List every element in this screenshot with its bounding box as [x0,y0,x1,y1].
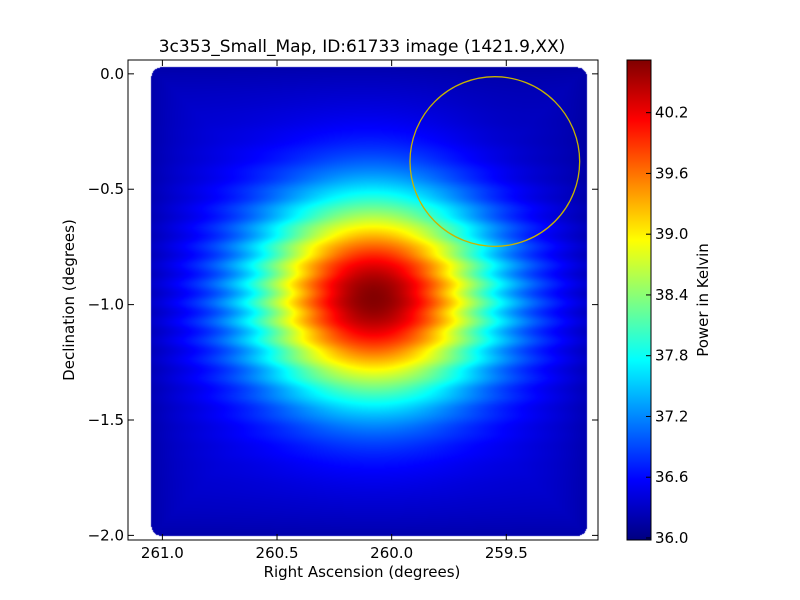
x-tick-label: 261.0 [141,544,184,562]
y-axis: 0.0 −0.5 −1.0 −1.5 −2.0 [88,65,598,544]
reference-circle [409,76,581,248]
plot-area [127,59,599,541]
x-tick-label: 259.5 [485,544,528,562]
y-tick-label: −1.5 [88,411,124,429]
colorbar-label: Power in Kelvin [694,243,712,357]
colorbar-tick-label: 39.6 [655,164,688,182]
x-tick-label: 260.0 [370,544,413,562]
y-tick-label: −1.0 [88,296,124,314]
plot-frame [127,59,599,541]
x-axis: 261.0 260.5 260.0 259.5 [141,60,528,562]
colorbar-tick-label: 38.4 [655,286,688,304]
colorbar-tick-label: 37.2 [655,407,688,425]
colorbar: 36.0 36.6 37.2 37.8 38.4 39.0 39.6 40.2 Power i… [626,59,712,547]
colorbar-ticks: 36.0 36.6 37.2 37.8 38.4 39.0 39.6 40.2 [646,104,688,547]
colorbar-tick-label: 36.0 [655,529,688,547]
heatmap-image [128,60,598,540]
chart-title: 3c353_Small_Map, ID:61733 image (1421.9,… [159,37,566,57]
colorbar-tick-label: 37.8 [655,347,688,365]
colorbar-frame [626,59,652,541]
y-tick-label: −2.0 [88,526,124,544]
y-tick-label: 0.0 [100,65,124,83]
colorbar-tick-label: 40.2 [655,104,688,122]
colorbar-tick-label: 36.6 [655,468,688,486]
x-axis-label: Right Ascension (degrees) [264,563,461,581]
y-tick-label: −0.5 [88,180,124,198]
y-axis-label: Declination (degrees) [60,219,78,381]
x-tick-label: 260.5 [256,544,299,562]
colorbar-tick-label: 39.0 [655,225,688,243]
colorbar-gradient [627,60,651,540]
